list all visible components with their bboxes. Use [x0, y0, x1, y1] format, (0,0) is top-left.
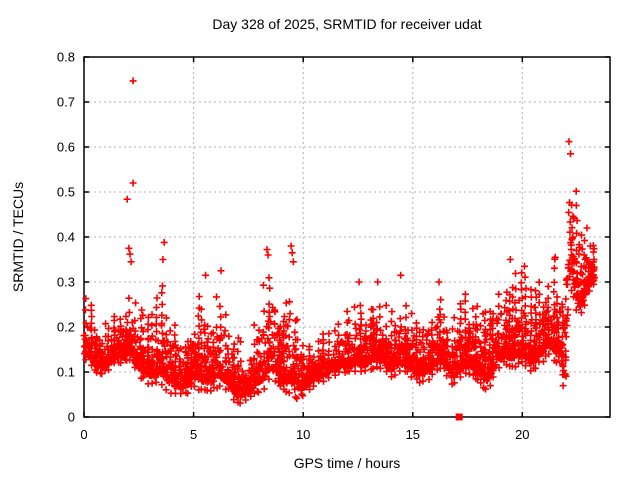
chart-title: Day 328 of 2025, SRMTID for receiver uda…	[212, 16, 482, 32]
y-tick-label: 0	[68, 410, 75, 425]
tick-marks	[83, 56, 610, 418]
x-tick-label: 15	[406, 427, 420, 442]
y-tick-label: 0.2	[57, 320, 75, 335]
y-tick-label: 0.6	[57, 140, 75, 155]
grid-lines	[84, 57, 610, 417]
special-square-marker	[455, 413, 463, 421]
x-tick-label: 20	[515, 427, 529, 442]
x-tick-label: 5	[190, 427, 197, 442]
x-tick-label: 0	[80, 427, 87, 442]
x-axis-label: GPS time / hours	[293, 455, 401, 471]
data-points	[80, 77, 598, 407]
x-tick-label: 10	[296, 427, 310, 442]
y-tick-label: 0.3	[57, 275, 75, 290]
y-tick-label: 0.1	[57, 365, 75, 380]
y-tick-label: 0.5	[57, 185, 75, 200]
y-tick-label: 0.8	[57, 50, 75, 65]
y-tick-label: 0.4	[57, 230, 75, 245]
y-tick-label: 0.7	[57, 95, 75, 110]
